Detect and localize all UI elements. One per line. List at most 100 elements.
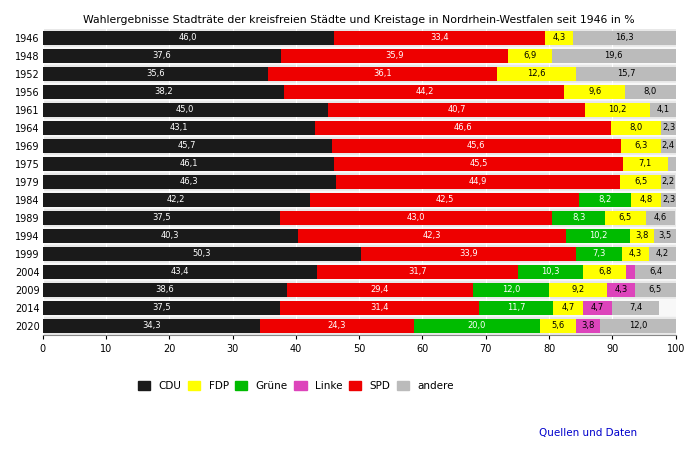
Text: 50,3: 50,3: [193, 249, 211, 258]
Bar: [43, 175, 336, 189]
Text: 37,5: 37,5: [152, 213, 171, 222]
Bar: [545, 31, 573, 45]
Bar: [281, 49, 508, 63]
Bar: [317, 265, 518, 279]
Bar: [585, 103, 650, 117]
Bar: [582, 301, 612, 315]
Text: 19,6: 19,6: [605, 51, 623, 60]
Bar: [316, 121, 610, 135]
Text: 24,3: 24,3: [328, 321, 346, 330]
Bar: [43, 317, 676, 335]
Bar: [284, 85, 564, 99]
Bar: [43, 155, 676, 173]
Bar: [43, 173, 676, 191]
Bar: [43, 229, 298, 243]
Text: 45,7: 45,7: [178, 141, 197, 150]
Bar: [43, 299, 676, 317]
Text: 34,3: 34,3: [142, 321, 160, 330]
Bar: [335, 157, 622, 171]
Bar: [518, 265, 583, 279]
Legend: CDU, FDP, Grüne, Linke, SPD, andere: CDU, FDP, Grüne, Linke, SPD, andere: [138, 381, 454, 391]
Text: 15,7: 15,7: [617, 69, 636, 78]
Bar: [414, 319, 540, 333]
Bar: [662, 121, 676, 135]
Text: 20,0: 20,0: [468, 321, 486, 330]
Text: 8,3: 8,3: [572, 213, 585, 222]
Text: 7,4: 7,4: [629, 303, 643, 312]
Text: 3,8: 3,8: [636, 231, 649, 240]
Bar: [43, 137, 676, 155]
Bar: [661, 139, 676, 153]
Bar: [635, 283, 675, 297]
Text: 35,9: 35,9: [385, 51, 404, 60]
Text: 4,3: 4,3: [615, 285, 628, 294]
Title: Wahlergebnisse Stadträte der kreisfreien Städte und Kreistage in Nordrhein-Westf: Wahlergebnisse Stadträte der kreisfreien…: [83, 15, 635, 25]
Text: 45,6: 45,6: [467, 141, 486, 150]
Bar: [654, 229, 676, 243]
Text: 38,2: 38,2: [154, 87, 173, 96]
Text: 44,2: 44,2: [415, 87, 433, 96]
Bar: [43, 245, 676, 263]
Bar: [287, 283, 473, 297]
Text: 38,6: 38,6: [155, 285, 174, 294]
Text: 4,2: 4,2: [656, 249, 669, 258]
Bar: [43, 65, 676, 83]
Bar: [280, 301, 479, 315]
Text: 44,9: 44,9: [469, 177, 487, 186]
Bar: [43, 209, 676, 227]
Bar: [621, 139, 661, 153]
Text: 3,5: 3,5: [659, 231, 672, 240]
Bar: [336, 175, 620, 189]
Bar: [576, 319, 600, 333]
Text: 42,5: 42,5: [435, 195, 454, 204]
Bar: [540, 319, 576, 333]
Text: 43,0: 43,0: [407, 213, 426, 222]
Bar: [43, 101, 676, 119]
Text: 45,5: 45,5: [470, 159, 488, 168]
Text: Quellen und Daten: Quellen und Daten: [539, 428, 637, 438]
Text: 2,3: 2,3: [662, 195, 676, 204]
Bar: [43, 67, 268, 81]
Text: 8,0: 8,0: [644, 87, 657, 96]
Bar: [630, 229, 654, 243]
Bar: [662, 175, 676, 189]
Text: 7,3: 7,3: [592, 249, 606, 258]
Bar: [43, 247, 361, 261]
Bar: [43, 283, 287, 297]
Bar: [576, 247, 622, 261]
Bar: [650, 103, 676, 117]
Bar: [43, 47, 676, 65]
Text: 42,3: 42,3: [422, 231, 441, 240]
Text: 6,9: 6,9: [523, 51, 536, 60]
Bar: [605, 211, 646, 225]
Bar: [600, 319, 676, 333]
Text: 10,3: 10,3: [542, 267, 560, 276]
Text: 10,2: 10,2: [608, 105, 626, 114]
Bar: [43, 319, 260, 333]
Text: 2,2: 2,2: [662, 177, 675, 186]
Bar: [622, 157, 668, 171]
Text: 6,5: 6,5: [634, 177, 648, 186]
Bar: [553, 301, 582, 315]
Text: 6,4: 6,4: [649, 267, 662, 276]
Bar: [334, 31, 545, 45]
Text: 9,6: 9,6: [588, 87, 601, 96]
Bar: [576, 67, 676, 81]
Text: 4,8: 4,8: [639, 195, 652, 204]
Bar: [622, 247, 649, 261]
Bar: [268, 67, 496, 81]
Bar: [43, 119, 676, 137]
Bar: [583, 265, 627, 279]
Text: 45,0: 45,0: [176, 105, 194, 114]
Text: 6,5: 6,5: [649, 285, 662, 294]
Text: 43,4: 43,4: [171, 267, 189, 276]
Bar: [608, 283, 635, 297]
Bar: [668, 157, 676, 171]
Bar: [43, 31, 334, 45]
Bar: [43, 301, 280, 315]
Text: 35,6: 35,6: [146, 69, 164, 78]
Text: 46,1: 46,1: [179, 159, 197, 168]
Bar: [43, 265, 317, 279]
Bar: [579, 193, 631, 207]
Text: 3,8: 3,8: [581, 321, 594, 330]
